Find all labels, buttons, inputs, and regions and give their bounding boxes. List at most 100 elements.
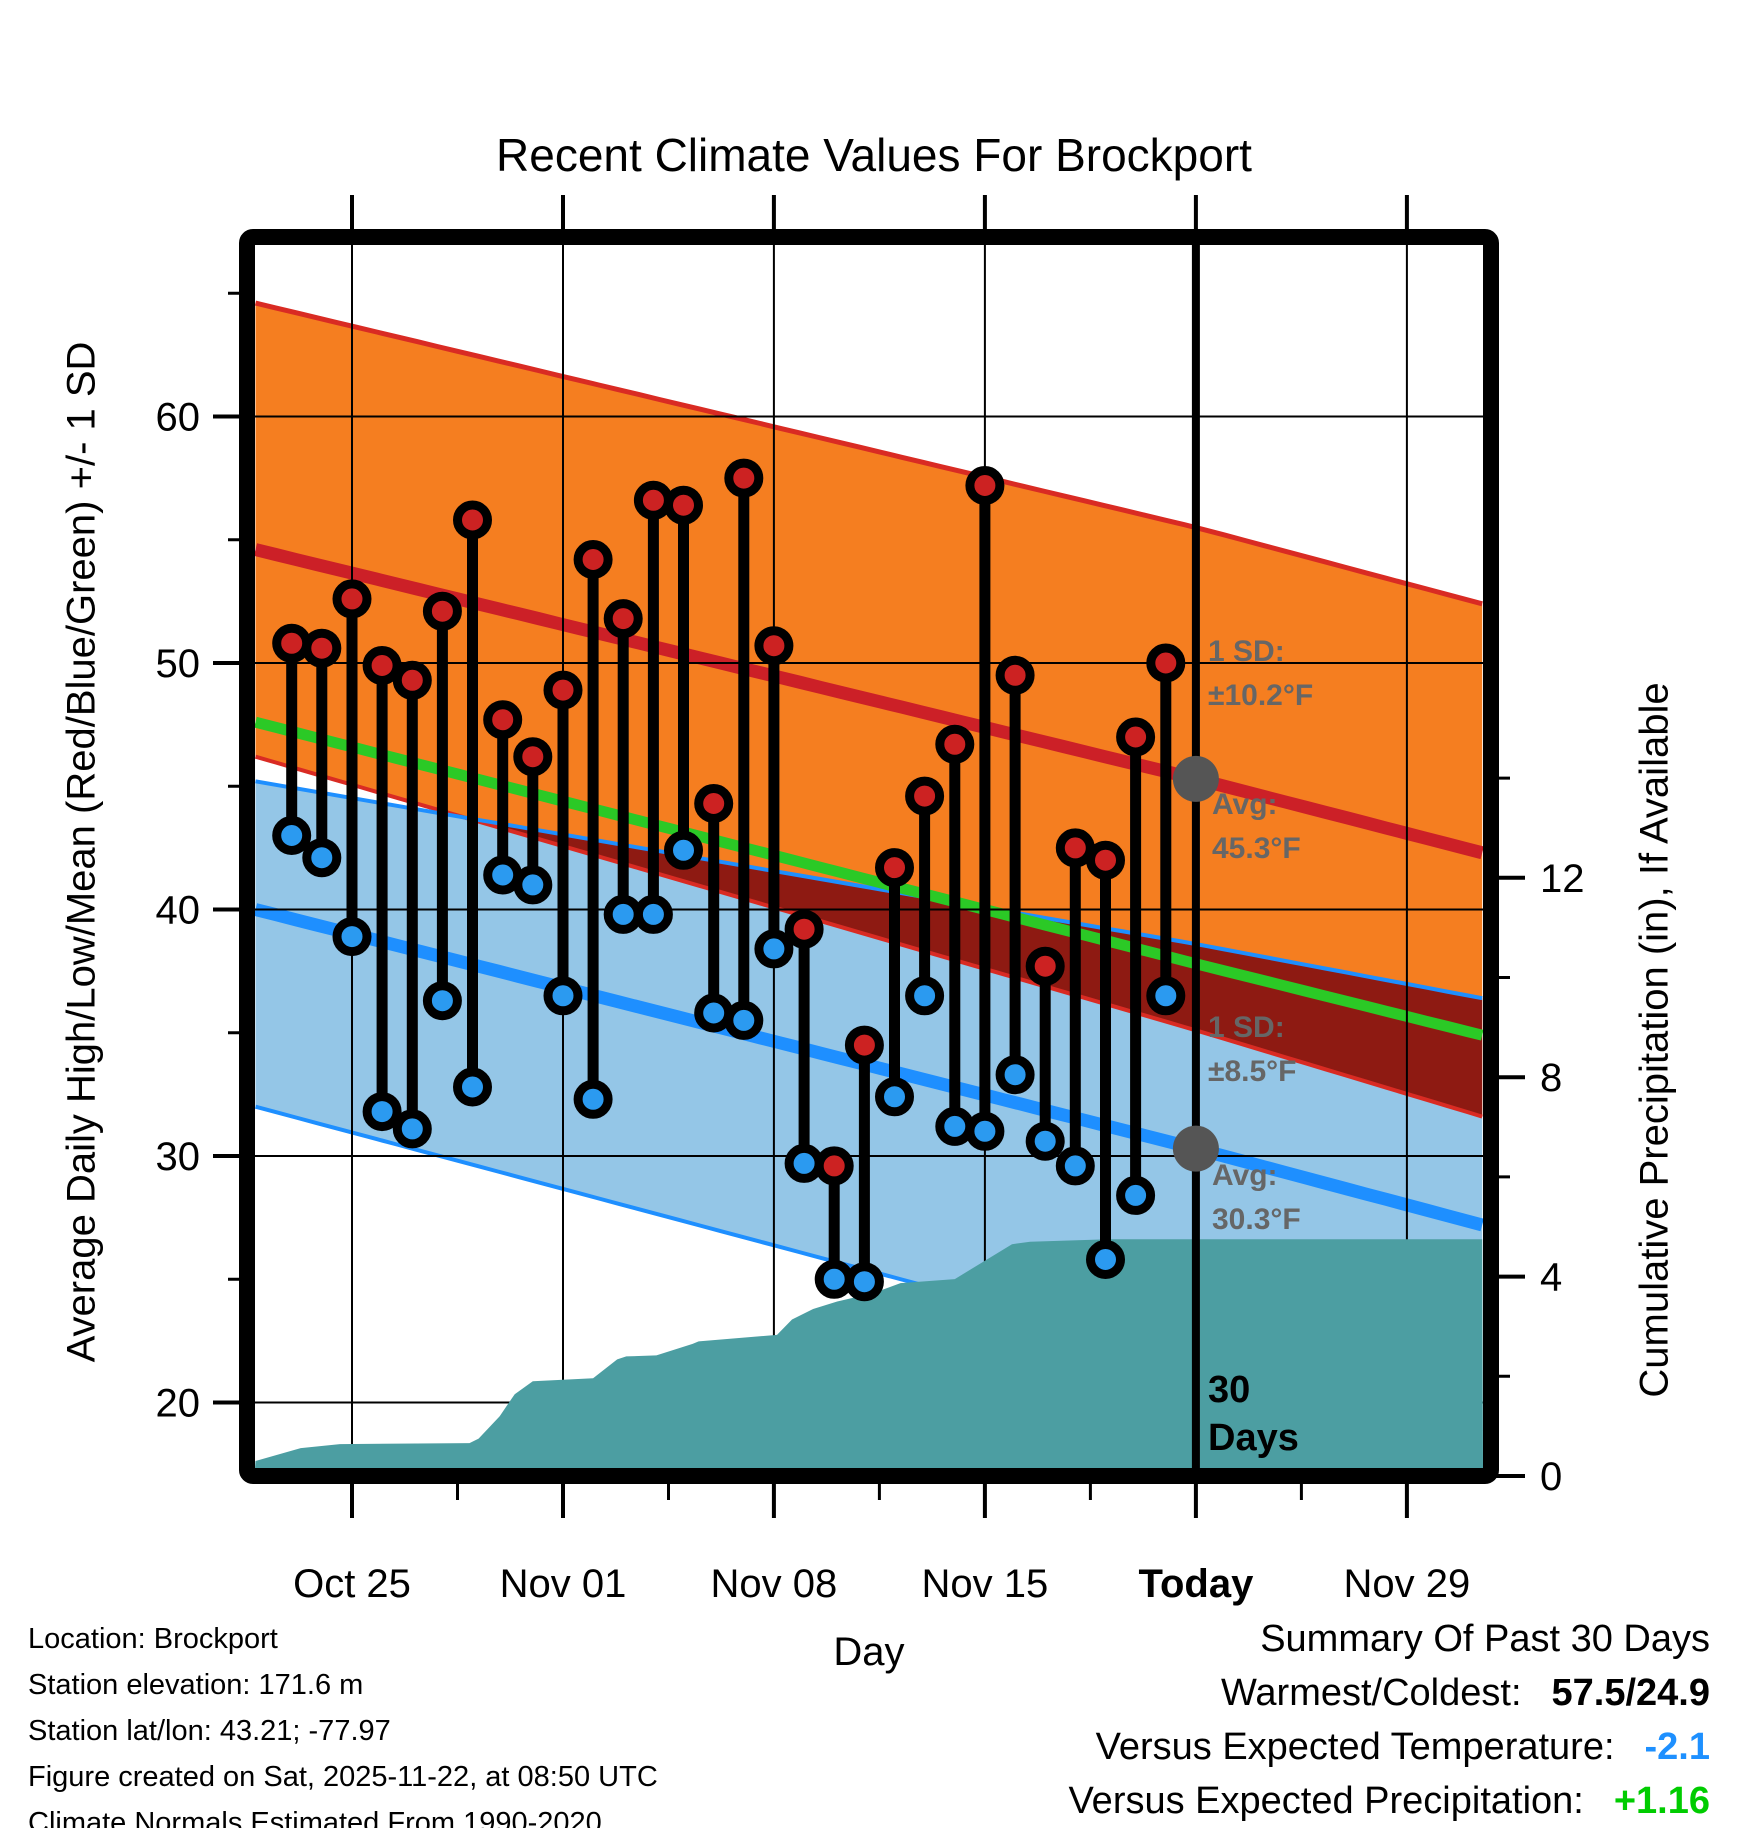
chart-title: Recent Climate Values For Brockport — [496, 129, 1252, 181]
low-dot — [422, 981, 462, 1021]
low-dot — [1055, 1146, 1095, 1186]
high-dot — [332, 579, 372, 619]
high-dot — [875, 848, 914, 888]
high-dot — [694, 784, 734, 823]
high-dot — [935, 724, 975, 764]
high-dot — [784, 909, 824, 949]
high-dot — [573, 540, 613, 579]
low-band-top-edge — [255, 779, 1483, 1001]
low-dot — [362, 1092, 402, 1132]
annotation-low-sd-value: ±8.5°F — [1208, 1055, 1297, 1088]
lollipop-Nov-09 — [784, 909, 824, 1183]
lollipop-Oct-31 — [513, 737, 553, 905]
high-dot — [1025, 946, 1065, 986]
station-metadata-line: Station elevation: 171.6 m — [28, 1669, 364, 1701]
high-dot — [1055, 828, 1095, 868]
low-dot — [814, 1259, 854, 1299]
svg-text:50: 50 — [156, 642, 201, 686]
high-dot — [633, 480, 673, 520]
summary-row: Warmest/Coldest: 57.5/24.9 — [1068, 1666, 1710, 1720]
svg-text:60: 60 — [156, 396, 201, 440]
lollipop-Nov-06 — [694, 784, 734, 1033]
svg-text:40: 40 — [156, 889, 201, 933]
station-metadata-line: Station lat/lon: 43.21; -77.97 — [28, 1715, 391, 1747]
lollipop-Nov-21 — [1146, 643, 1186, 1016]
high-dot — [422, 591, 462, 631]
summary-title: Summary Of Past 30 Days — [1260, 1618, 1710, 1660]
svg-text:Nov 01: Nov 01 — [500, 1562, 627, 1606]
summary-row: Versus Expected Temperature: -2.1 — [1068, 1720, 1710, 1774]
low-dot — [513, 865, 553, 905]
axis-ticks: 20 30 40 50 60 0 4 8 12 Oct 25 Nov 01 Nov 08 Nov 15 T… — [156, 195, 1585, 1606]
low-dot — [995, 1055, 1035, 1095]
high-dot — [513, 737, 553, 777]
today-30-days-marker: 30 Days — [1208, 1366, 1299, 1462]
high-dot — [302, 628, 342, 668]
high-dot — [905, 776, 945, 816]
low-dot — [302, 838, 342, 878]
annotation-low-sd-label: 1 SD: — [1208, 1011, 1285, 1044]
high-dot — [754, 626, 794, 666]
annotation-low-avg: Avg: 30.3°F — [1212, 1154, 1301, 1242]
high-dot — [543, 670, 583, 710]
annotation-low-avg-value: 30.3°F — [1212, 1203, 1301, 1236]
lollipop-Nov-16 — [995, 655, 1035, 1095]
summary-rows: Warmest/Coldest: 57.5/24.9 Versus Expected… — [1068, 1666, 1710, 1828]
today-avg-low-marker — [1172, 1125, 1219, 1172]
low-dot — [573, 1079, 613, 1119]
low-dot — [965, 1111, 1005, 1151]
low-dot — [754, 929, 794, 969]
annotation-high-sd-label: 1 SD: — [1208, 635, 1285, 668]
lollipop-Nov-11 — [844, 1025, 884, 1302]
high-dot — [1116, 717, 1156, 757]
low-dot — [483, 855, 523, 895]
today-marker-line2: Days — [1208, 1417, 1299, 1459]
svg-text:Nov 08: Nov 08 — [711, 1562, 838, 1606]
high-dot — [965, 466, 1005, 505]
annotation-high-avg-label: Avg: — [1212, 788, 1278, 821]
summary-row-value: 57.5/24.9 — [1551, 1672, 1710, 1714]
lollipop-Nov-20 — [1116, 717, 1156, 1215]
high-dot — [483, 700, 523, 740]
lollipop-Nov-19 — [1086, 840, 1125, 1279]
lollipop-Nov-13 — [905, 776, 945, 1016]
lollipop-Nov-18 — [1055, 828, 1095, 1186]
station-metadata-line: Figure created on Sat, 2025-11-22, at 08… — [28, 1761, 658, 1793]
high-dot — [724, 458, 764, 498]
today-avg-high-marker — [1172, 755, 1219, 802]
high-dot — [1086, 840, 1125, 880]
high-dot — [814, 1146, 854, 1186]
low-dot — [1086, 1240, 1125, 1279]
high-dot — [392, 660, 432, 700]
y-axis-left-title: Average Daily High/Low/Mean (Red/Blue/Gr… — [59, 341, 104, 1363]
low-dot — [935, 1106, 975, 1146]
svg-text:Nov 15: Nov 15 — [922, 1562, 1049, 1606]
annotation-low-sd: 1 SD: ±8.5°F — [1208, 1006, 1297, 1094]
today-marker-line1: 30 — [1208, 1369, 1251, 1411]
lollipop-Nov-07 — [724, 458, 764, 1040]
summary-row-label: Versus Expected Precipitation: — [1068, 1780, 1584, 1822]
high-dot — [664, 485, 703, 525]
low-dot — [724, 1000, 764, 1040]
summary-row-label: Versus Expected Temperature: — [1095, 1726, 1615, 1768]
low-dot — [272, 816, 312, 855]
summary-row-value: +1.16 — [1613, 1780, 1710, 1822]
svg-text:0: 0 — [1540, 1455, 1562, 1499]
lollipop-Nov-05 — [664, 485, 703, 870]
lollipop-Nov-12 — [875, 848, 914, 1117]
average-high-line — [255, 543, 1483, 860]
plot-frame — [239, 229, 1499, 1484]
svg-text:12: 12 — [1540, 857, 1585, 901]
summary-block: Summary Of Past 30 Days Warmest/Coldest:… — [1068, 1612, 1710, 1828]
station-metadata-line: Climate Normals Estimated From 1990-2020 — [28, 1807, 602, 1828]
station-metadata-block: Location: Brockport Station elevation: 17… — [28, 1616, 658, 1828]
high-dot — [272, 623, 312, 663]
annotation-low-avg-label: Avg: — [1212, 1159, 1278, 1192]
lollipop-Nov-04 — [633, 480, 673, 934]
low-dot — [875, 1077, 914, 1117]
summary-row-label: Warmest/Coldest: — [1220, 1672, 1522, 1714]
lollipop-Nov-02 — [573, 540, 613, 1119]
summary-row: Versus Expected Precipitation: +1.16 — [1068, 1774, 1710, 1828]
lollipop-Oct-29 — [453, 500, 492, 1107]
